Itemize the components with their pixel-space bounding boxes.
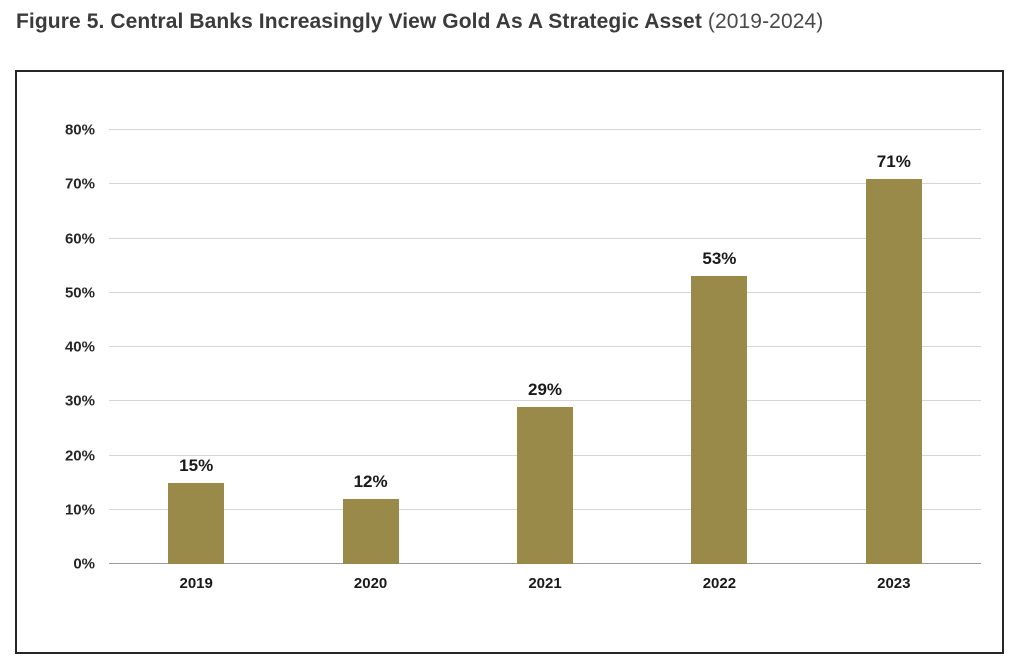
y-tick-label: 10% xyxy=(64,501,95,519)
y-tick-label: 60% xyxy=(64,230,95,247)
gridline xyxy=(109,346,981,347)
y-tick-label: 80% xyxy=(64,121,95,139)
gridline xyxy=(109,237,981,239)
x-tick-label: 2021 xyxy=(528,575,562,592)
plot-area: 0% 10% 20% 30% 40% 50% 60% 70% 80% 15% 2019 12% 2020… xyxy=(65,123,981,591)
y-tick-label: 50% xyxy=(64,284,95,302)
bar-2019 xyxy=(168,482,225,564)
y-tick-label: 40% xyxy=(64,338,95,356)
gridline xyxy=(109,129,981,130)
gridline xyxy=(109,183,981,185)
x-tick-label: 2020 xyxy=(353,575,388,592)
bar-2020 xyxy=(342,498,399,564)
x-tick-label: 2023 xyxy=(877,575,911,592)
bar-value-label: 29% xyxy=(527,379,563,399)
bar-value-label: 15% xyxy=(179,455,214,475)
y-tick-label: 0% xyxy=(73,555,95,573)
bar-2022 xyxy=(691,276,748,564)
gridline xyxy=(109,291,981,293)
figure-title-years: (2019-2024) xyxy=(701,10,824,33)
bar-2021 xyxy=(517,406,573,564)
bar-value-label: 71% xyxy=(876,151,911,171)
x-tick-label: 2022 xyxy=(702,575,737,592)
bar-value-label: 12% xyxy=(353,471,388,491)
y-tick-label: 70% xyxy=(64,175,95,193)
y-tick-label: 30% xyxy=(64,392,95,410)
y-tick-label: 20% xyxy=(64,447,95,464)
figure-title-main: Figure 5. Central Banks Increasingly Vie… xyxy=(16,10,702,33)
figure-title: Figure 5. Central Banks Increasingly Vie… xyxy=(16,10,823,34)
gridline xyxy=(109,400,981,402)
x-tick-label: 2019 xyxy=(179,575,213,592)
chart-frame: 0% 10% 20% 30% 40% 50% 60% 70% 80% 15% 2019 12% 2020… xyxy=(15,70,1004,654)
bar-value-label: 53% xyxy=(702,249,737,269)
bar-2023 xyxy=(865,178,922,564)
